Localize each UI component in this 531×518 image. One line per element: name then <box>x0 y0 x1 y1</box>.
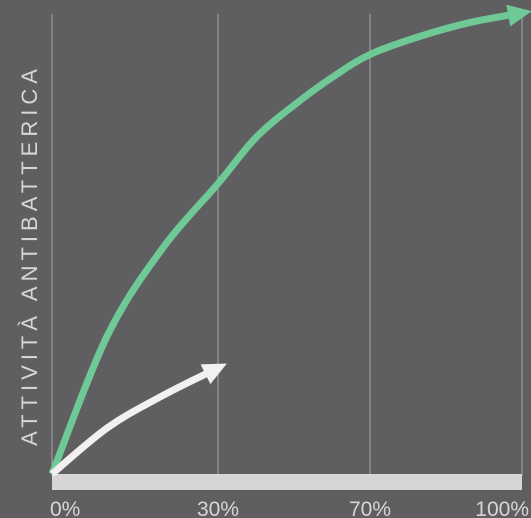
series-1-arrowhead <box>506 4 531 27</box>
x-tick-label-0pct: 0% <box>50 498 80 518</box>
x-tick-label-70pct: 70% <box>349 498 391 518</box>
x-tick-label-100pct: 100% <box>475 498 529 518</box>
x-tick-label-30pct: 30% <box>197 498 239 518</box>
series-2-arrowhead <box>200 363 227 385</box>
x-axis-baseline <box>52 474 522 490</box>
y-axis-label: ATTIVITÀ ANTIBATTERICA <box>17 64 42 446</box>
series-1-line <box>48 9 523 476</box>
series-2-line <box>49 364 220 477</box>
